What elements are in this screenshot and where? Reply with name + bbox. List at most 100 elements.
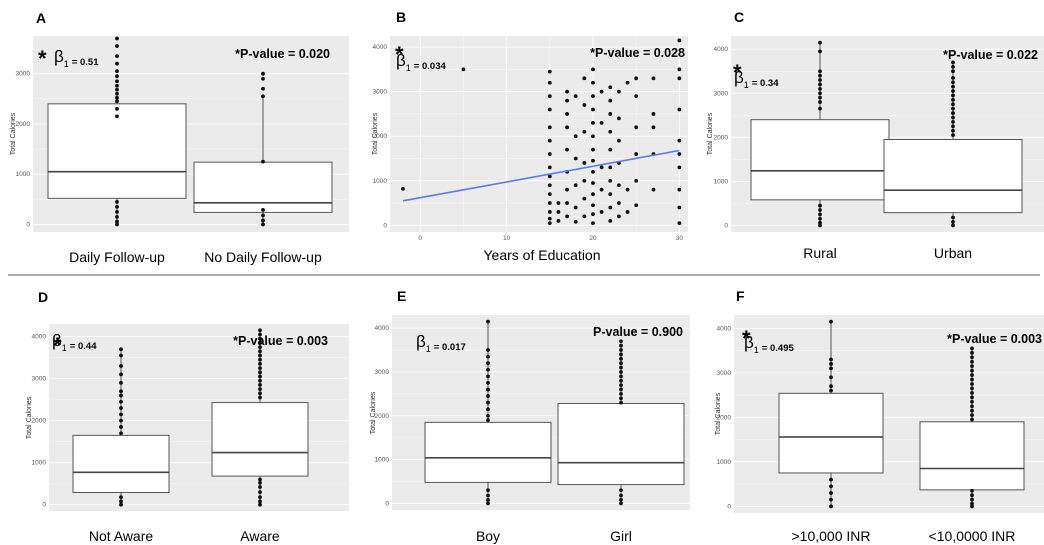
data-point: [608, 205, 613, 210]
data-point: [547, 216, 552, 221]
data-point: [951, 133, 955, 138]
data-point: [818, 106, 822, 111]
box-1: [193, 71, 333, 227]
data-point: [547, 183, 552, 188]
data-point: [591, 120, 595, 125]
y-tick-label: 3000: [373, 89, 388, 96]
x-tick-label: 10: [503, 235, 511, 242]
beta-label: β1 = 0.34: [734, 68, 779, 90]
box-iqr: [72, 434, 170, 494]
data-point: [625, 210, 630, 214]
significance-star: *: [733, 60, 742, 85]
significance-star: *: [38, 46, 47, 71]
data-point: [829, 357, 833, 362]
data-point: [258, 374, 262, 379]
data-point: [486, 348, 490, 352]
data-point: [818, 212, 822, 217]
data-point: [486, 374, 490, 379]
data-point: [951, 93, 955, 98]
y-axis-title: Total Calories: [26, 396, 33, 439]
significance-star: *: [742, 326, 751, 351]
data-point: [970, 390, 974, 395]
data-point: [565, 98, 569, 103]
data-point: [677, 187, 682, 192]
box-1: [557, 339, 685, 506]
data-point: [818, 208, 822, 212]
box-0: [424, 319, 552, 506]
data-point: [258, 490, 262, 494]
data-point: [258, 477, 262, 482]
data-point: [599, 89, 604, 94]
data-point: [258, 485, 262, 489]
y-tick-label: 1000: [16, 171, 31, 178]
data-point: [619, 374, 623, 379]
data-point: [547, 107, 552, 112]
data-point: [970, 417, 974, 422]
data-point: [115, 106, 119, 111]
data-point: [115, 215, 119, 219]
x-tick-label: 0: [418, 235, 422, 242]
data-point: [818, 95, 822, 100]
data-point: [486, 418, 490, 423]
data-point: [951, 106, 955, 111]
box-iqr: [883, 139, 1023, 214]
data-point: [608, 192, 613, 197]
box-0: [47, 36, 187, 227]
data-point: [951, 97, 955, 102]
data-point: [115, 219, 119, 224]
data-point: [119, 353, 123, 358]
data-point: [119, 418, 123, 423]
data-point: [951, 219, 955, 224]
beta-symbol: β: [744, 333, 754, 352]
data-point: [829, 497, 833, 502]
data-point: [119, 347, 123, 352]
data-point: [565, 89, 569, 94]
data-point: [818, 91, 822, 96]
data-point: [119, 364, 123, 368]
y-tick-label: 2000: [717, 414, 732, 421]
data-point: [486, 501, 490, 506]
panel-b: 0 1000 2000 3000 4000 Total Calories B 0 10 20 30 Y…: [372, 9, 688, 263]
data-point: [573, 205, 578, 210]
data-point: [970, 504, 974, 509]
data-point: [258, 345, 262, 350]
data-point: [634, 125, 639, 130]
y-tick-label: 1000: [717, 459, 732, 466]
data-point: [258, 383, 262, 387]
data-point: [573, 156, 578, 161]
data-point: [547, 174, 552, 179]
panel-c: 0 1000 2000 3000 4000 Total Calories C Rural Urb…: [707, 9, 1044, 261]
beta-value: = 0.34: [752, 78, 779, 89]
data-point: [970, 501, 974, 506]
panel-letter: B: [396, 9, 406, 25]
data-point: [591, 80, 595, 85]
data-point: [619, 339, 623, 344]
data-point: [970, 386, 974, 391]
data-point: [486, 319, 490, 324]
beta-subscript: 1: [744, 80, 749, 90]
data-point: [951, 124, 955, 129]
data-point: [115, 83, 119, 88]
data-point: [591, 169, 595, 174]
data-point: [970, 368, 974, 373]
data-point: [115, 54, 119, 59]
data-point: [556, 210, 561, 214]
data-point: [573, 183, 578, 188]
data-point: [829, 484, 833, 489]
beta-value: = 0.034: [414, 61, 447, 72]
box-iqr: [919, 421, 1025, 491]
data-point: [547, 192, 552, 197]
y-tick-label: 3000: [714, 90, 729, 97]
data-point: [970, 382, 974, 386]
data-point: [582, 214, 587, 219]
data-point: [119, 389, 123, 394]
data-point: [547, 69, 552, 74]
data-point: [829, 375, 833, 380]
data-point: [486, 493, 490, 498]
data-point: [258, 341, 262, 345]
data-point: [547, 152, 552, 156]
panel-letter: A: [36, 10, 46, 26]
data-point: [619, 498, 623, 502]
box-iqr: [424, 421, 552, 483]
data-point: [619, 400, 623, 405]
